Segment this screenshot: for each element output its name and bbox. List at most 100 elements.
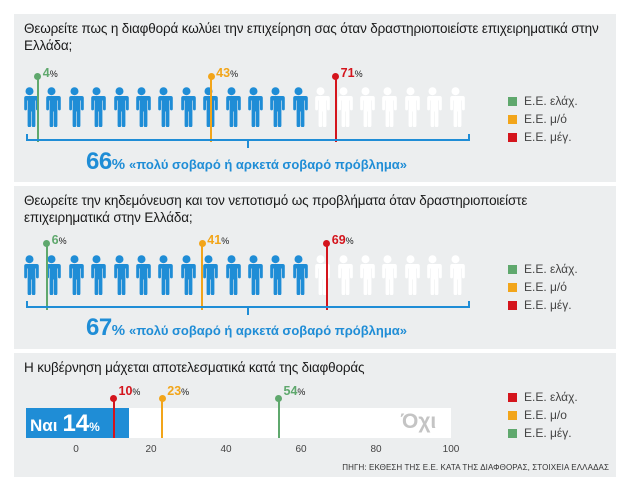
person-icon-filled — [177, 87, 196, 132]
marker-line — [210, 76, 213, 142]
marker-dot — [275, 395, 282, 402]
legend-swatch — [508, 265, 517, 274]
person-icon-filled — [244, 87, 263, 132]
marker-dot — [110, 395, 117, 402]
panel-nepotism-problem: Θεωρείτε την κηδεμόνευση και τον νεποτισ… — [14, 186, 616, 349]
person-icon-empty — [423, 255, 442, 300]
legend-label: Ε.Ε. ελάχ. — [524, 262, 578, 276]
legend-swatch — [508, 115, 517, 124]
panel-question: Θεωρείτε την κηδεμόνευση και τον νεποτισ… — [24, 193, 528, 225]
person-icon-empty — [334, 255, 353, 300]
person-icon-filled — [266, 87, 286, 132]
marker-line — [277, 398, 280, 438]
summary-percent: % — [111, 156, 126, 173]
tick-label: 100 — [442, 444, 460, 455]
yes-text: Ναι — [30, 416, 58, 435]
marker-line — [112, 398, 115, 438]
bar-chart: Ναι 14% Όχι 10% 23% 54% 0 20 40 60 80 100 — [26, 353, 506, 477]
bracket-line — [26, 134, 470, 148]
person-icon-filled — [87, 87, 106, 132]
no-label: Όχι — [401, 410, 437, 433]
person-icon-empty — [401, 255, 420, 300]
marker-dot — [34, 73, 42, 80]
person-icon-filled — [87, 255, 106, 300]
panel-question: Θεωρείτε πως η διαφθορά κωλύει την επιχε… — [24, 21, 599, 53]
legend-swatch — [508, 133, 517, 142]
legend-label: Ε.Ε. μέγ. — [524, 298, 572, 312]
person-icon-empty — [446, 255, 465, 300]
source-note: ΠΗΓΗ: ΕΚΘΕΣΗ ΤΗΣ Ε.Ε. ΚΑΤΑ ΤΗΣ ΔΙΑΦΘΟΡΑΣ… — [342, 463, 609, 472]
person-icon-filled — [199, 87, 218, 132]
marker-dot — [198, 240, 206, 247]
panel-government-fights-corruption: Η κυβέρνηση μάχεται αποτελεσματικά κατά … — [14, 353, 616, 477]
tick-label: 0 — [73, 444, 79, 455]
person-icon-filled — [199, 255, 218, 300]
person-icon-filled — [132, 255, 151, 300]
legend-swatch — [508, 283, 517, 292]
marker-value-label: 10% — [118, 384, 141, 398]
person-icon-filled — [289, 255, 308, 300]
person-icon-empty — [378, 87, 398, 132]
marker-value-label: 41% — [207, 233, 230, 247]
marker-value-label: 69% — [331, 233, 354, 247]
bracket — [26, 134, 470, 148]
person-icon-filled — [154, 87, 174, 132]
tick-label: 20 — [145, 444, 157, 455]
marker-line — [334, 76, 337, 142]
yes-value: 14 — [62, 410, 90, 437]
person-icon-empty — [401, 87, 420, 132]
person-icon-filled — [65, 255, 84, 300]
person-icon-empty — [334, 87, 353, 132]
legend-label: Ε.Ε. μ/ό — [524, 112, 567, 126]
summary-percent: % — [111, 322, 126, 339]
person-icon-empty — [446, 87, 465, 132]
marker-value-label: 43% — [216, 66, 239, 80]
summary-value: 66 — [86, 148, 112, 175]
person-icon-filled — [110, 255, 129, 300]
marker-value-label: 23% — [167, 384, 190, 398]
marker-value-label: 4% — [42, 66, 58, 80]
marker-line — [201, 243, 204, 310]
legend-label: Ε.Ε. μ/ό — [524, 280, 567, 294]
marker-dot — [158, 395, 166, 402]
person-icon-filled — [20, 87, 39, 132]
legend-swatch — [508, 411, 517, 420]
legend-label: Ε.Ε. ελάχ. — [524, 94, 578, 108]
marker-line — [161, 398, 164, 438]
person-icon-filled — [289, 87, 308, 132]
legend-label: Ε.Ε. μέγ. — [524, 426, 572, 440]
panel-corruption-hinders-business: Θεωρείτε πως η διαφθορά κωλύει την επιχε… — [14, 14, 616, 182]
person-icon-empty — [423, 87, 442, 132]
summary-label: «πολύ σοβαρό ή αρκετά σοβαρό πρόβλημα» — [129, 323, 407, 338]
legend-label: Ε.Ε. ελάχ. — [524, 390, 578, 404]
legend-swatch — [508, 393, 517, 402]
person-icon-filled — [20, 255, 39, 300]
panel-question: Η κυβέρνηση μάχεται αποτελεσματικά κατά … — [24, 360, 365, 375]
tick-label: 80 — [370, 444, 382, 455]
marker-dot — [332, 73, 340, 80]
legend-swatch — [508, 97, 517, 106]
person-icon-filled — [110, 87, 129, 132]
summary-label: «πολύ σοβαρό ή αρκετά σοβαρό πρόβλημα» — [129, 157, 407, 172]
person-icon-empty — [356, 87, 375, 132]
yes-label: Ναι 14% — [30, 410, 100, 438]
person-icon-filled — [154, 255, 174, 300]
person-icon-empty — [311, 87, 330, 132]
bracket — [26, 301, 470, 315]
legend-swatch — [508, 301, 517, 310]
tick-label: 60 — [295, 444, 307, 455]
marker-dot — [207, 73, 215, 80]
yes-percent: % — [89, 420, 100, 434]
legend-label: Ε.Ε. μέγ. — [524, 130, 572, 144]
legend-label: Ε.Ε. μ/ο — [524, 408, 567, 422]
marker-line — [325, 243, 328, 310]
marker-line — [36, 76, 39, 142]
person-icon-filled — [42, 255, 62, 300]
summary-text: 66% «πολύ σοβαρό ή αρκετά σοβαρό πρόβλημα… — [86, 148, 407, 176]
bar-value — [26, 408, 129, 438]
person-icon-filled — [42, 87, 62, 132]
marker-value-label: 71% — [340, 66, 363, 80]
person-icon-filled — [222, 255, 241, 300]
person-icon-filled — [177, 255, 196, 300]
bracket-line — [26, 301, 470, 315]
